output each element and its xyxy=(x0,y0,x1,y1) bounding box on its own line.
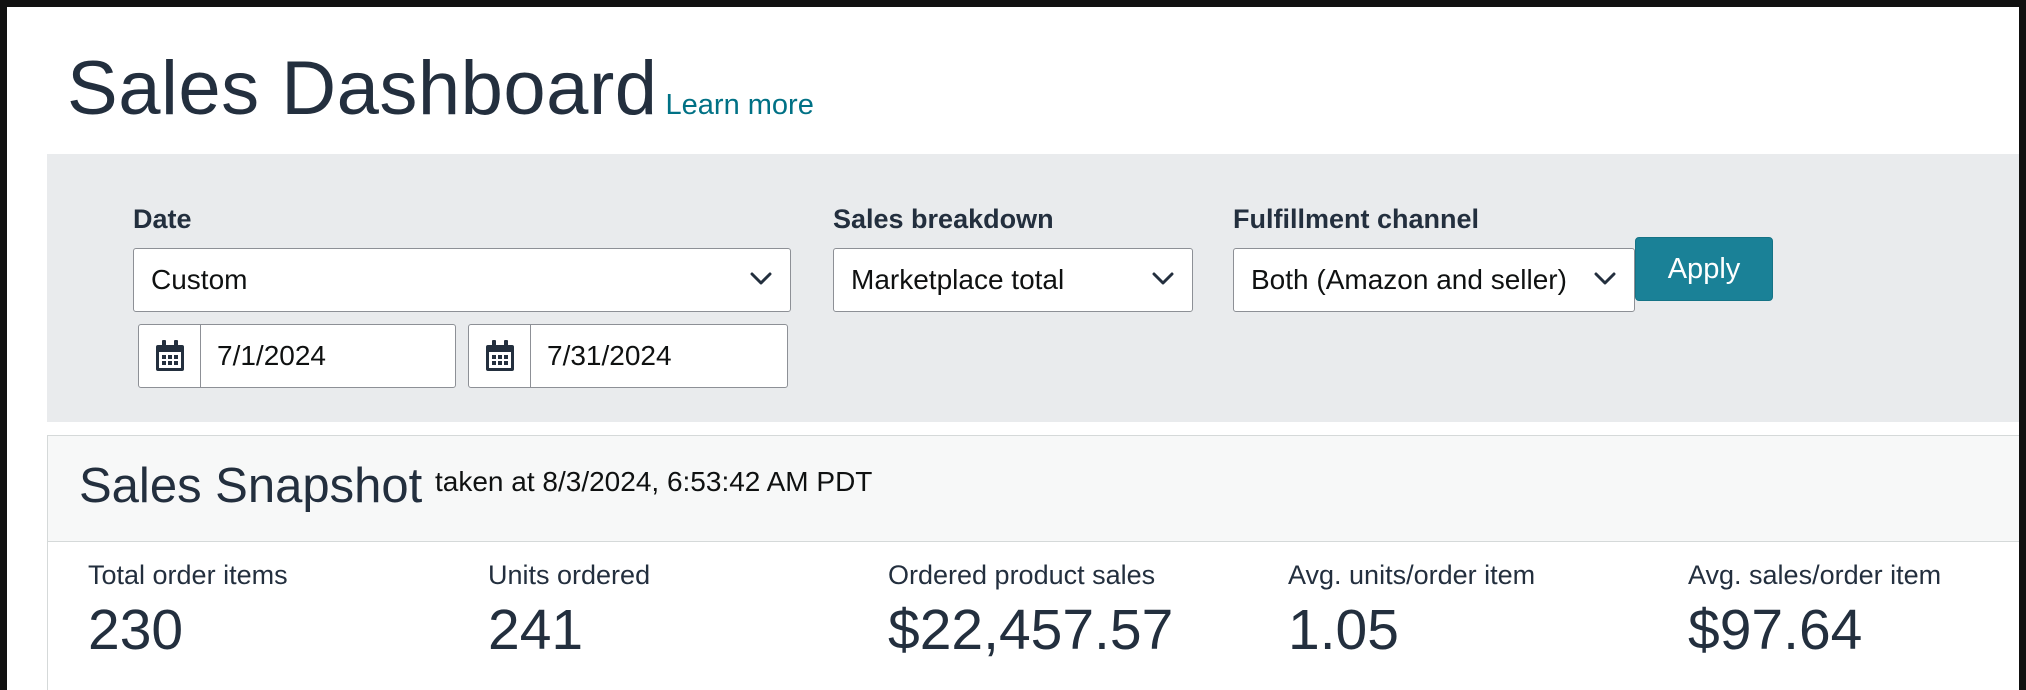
fulfillment-channel-select[interactable]: Both (Amazon and seller) xyxy=(1233,248,1635,312)
metric-value: 1.05 xyxy=(1288,598,1399,662)
date-range-select[interactable]: Custom xyxy=(133,248,791,312)
fulfillment-channel-label: Fulfillment channel xyxy=(1233,204,1480,234)
end-date-value: 7/31/2024 xyxy=(547,340,672,371)
start-date-input[interactable]: 7/1/2024 xyxy=(138,324,456,388)
start-date-value: 7/1/2024 xyxy=(217,340,326,371)
metric-value: $22,457.57 xyxy=(888,598,1174,662)
end-date-input[interactable]: 7/31/2024 xyxy=(468,324,788,388)
page-header: Sales Dashboard Learn more xyxy=(67,45,814,132)
metric-label: Avg. sales/order item xyxy=(1688,560,1942,590)
metric-label: Ordered product sales xyxy=(888,560,1156,590)
chevron-down-icon xyxy=(750,272,772,285)
sales-breakdown-select-value: Marketplace total xyxy=(851,264,1065,295)
metric-label: Avg. units/order item xyxy=(1288,560,1536,590)
calendar-button[interactable] xyxy=(469,325,531,387)
snapshot-header: Sales Snapshot taken at 8/3/2024, 6:53:4… xyxy=(48,436,2019,542)
metric-ordered-product-sales: Ordered product sales $22,457.57 xyxy=(888,560,1173,663)
chevron-down-icon xyxy=(1594,272,1616,285)
metric-avg-sales-per-order-item: Avg. sales/order item $97.64 xyxy=(1688,560,1941,663)
metric-units-ordered: Units ordered 241 xyxy=(488,560,650,663)
metric-value: 241 xyxy=(488,598,584,662)
metric-value: 230 xyxy=(88,598,184,662)
learn-more-link[interactable]: Learn more xyxy=(665,89,814,121)
calendar-icon xyxy=(485,340,514,371)
date-range-select-value: Custom xyxy=(151,264,248,295)
fulfillment-channel-select-value: Both (Amazon and seller) xyxy=(1251,264,1567,295)
metric-value: $97.64 xyxy=(1688,598,1863,662)
calendar-icon xyxy=(155,340,184,371)
metric-label: Units ordered xyxy=(488,560,651,590)
chevron-down-icon xyxy=(1152,272,1174,285)
sales-breakdown-label: Sales breakdown xyxy=(833,204,1054,234)
metric-avg-units-per-order-item: Avg. units/order item 1.05 xyxy=(1288,560,1535,663)
calendar-button[interactable] xyxy=(139,325,201,387)
snapshot-title: Sales Snapshot xyxy=(79,459,423,513)
date-label: Date xyxy=(133,204,192,234)
metric-total-order-items: Total order items 230 xyxy=(88,560,288,663)
page-title: Sales Dashboard xyxy=(67,46,658,131)
sales-snapshot-panel: Sales Snapshot taken at 8/3/2024, 6:53:4… xyxy=(47,435,2019,690)
metric-label: Total order items xyxy=(88,560,288,590)
sales-breakdown-select[interactable]: Marketplace total xyxy=(833,248,1193,312)
snapshot-timestamp: taken at 8/3/2024, 6:53:42 AM PDT xyxy=(435,466,873,497)
apply-button[interactable]: Apply xyxy=(1635,237,1773,301)
